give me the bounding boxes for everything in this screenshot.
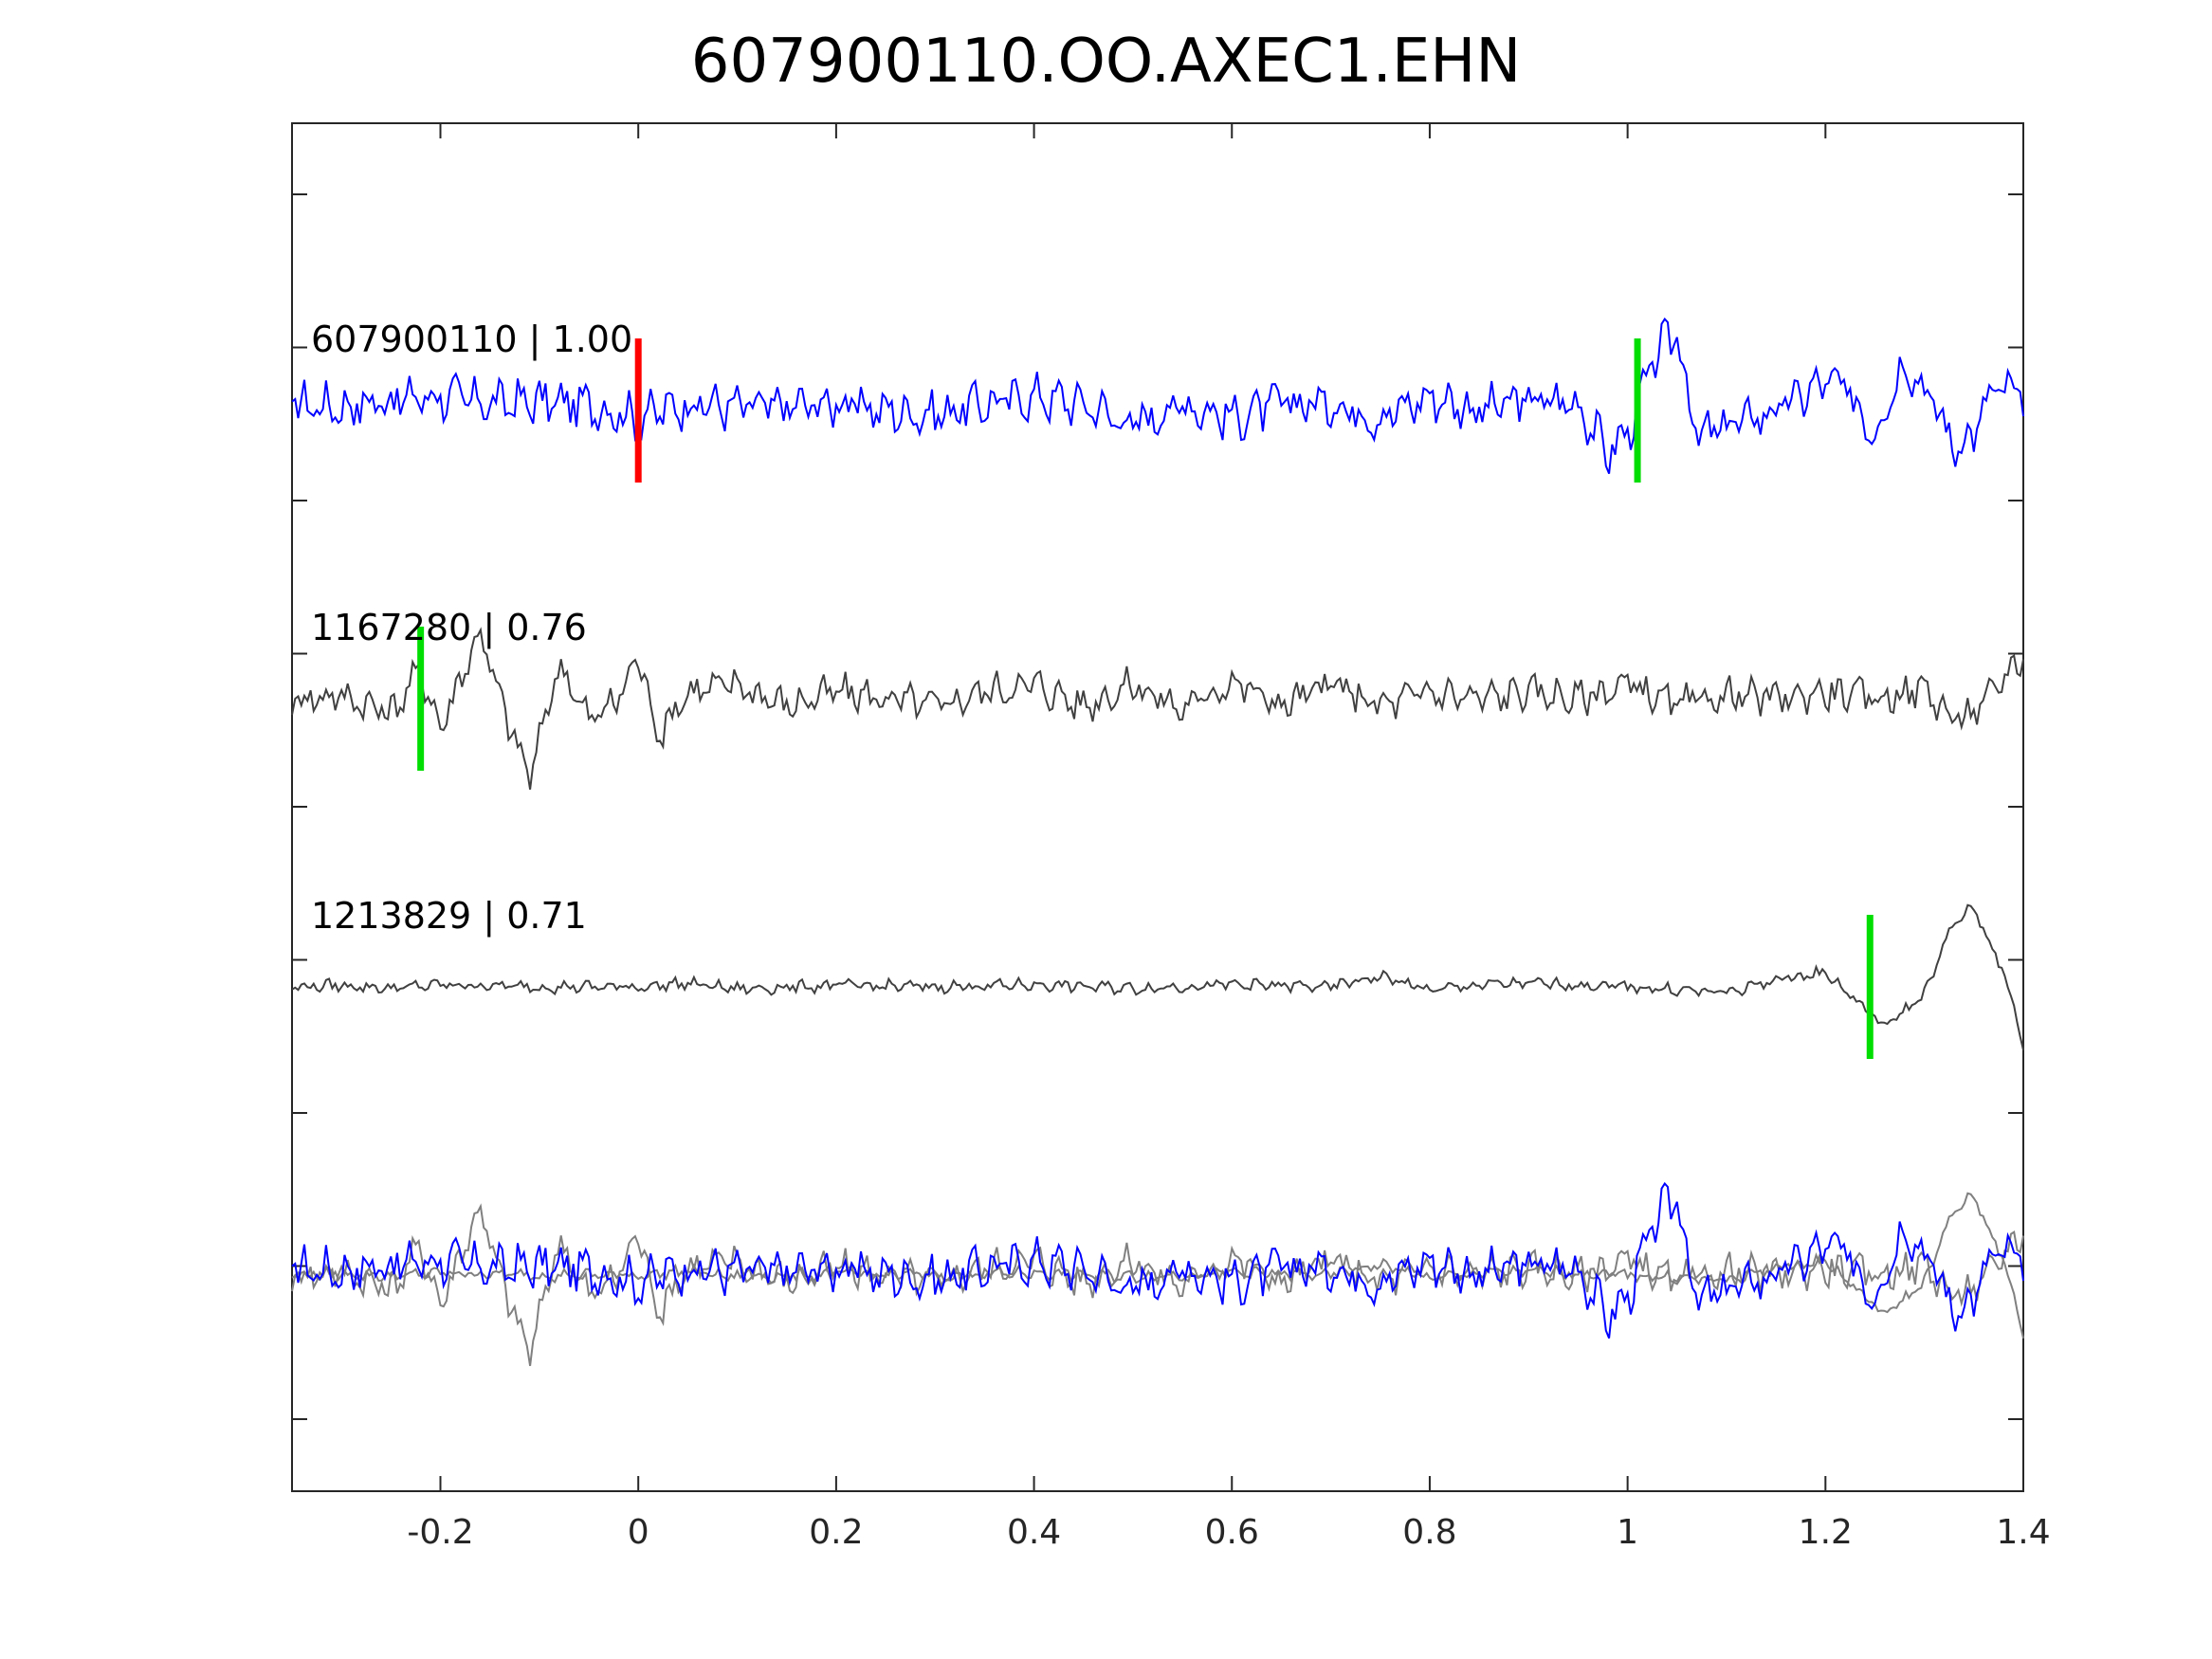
overlay-group xyxy=(291,1192,2024,1339)
trace-1-line xyxy=(291,317,2024,474)
x-tick-label: 1.2 xyxy=(1799,1513,1853,1552)
trace-3-line xyxy=(291,903,2024,1050)
trace-2-line xyxy=(291,627,2024,790)
x-tick-label: 1 xyxy=(1617,1513,1638,1552)
x-tick-label: 0.4 xyxy=(1007,1513,1061,1552)
x-tick-label: 0 xyxy=(628,1513,649,1552)
overlay-trace-2-line xyxy=(291,1203,2024,1366)
trace-1-label: 607900110 | 1.00 xyxy=(311,319,632,361)
x-tick-label: 0.6 xyxy=(1205,1513,1259,1552)
overlay-trace-1-line xyxy=(291,1181,2024,1339)
traces xyxy=(291,317,2024,1366)
overlay-trace-3-line xyxy=(291,1192,2024,1339)
x-tick-label: 1.4 xyxy=(1996,1513,2050,1552)
trace-3-label: 1213829 | 0.71 xyxy=(311,895,587,938)
x-tick-label: 0.8 xyxy=(1402,1513,1456,1552)
pick-markers xyxy=(417,338,1874,1059)
axis-ticks: -0.2 0 0.2 0.4 0.6 0.8 1 1.2 1.4 xyxy=(292,123,2051,1552)
chart-title: 607900110.OO.AXEC1.EHN xyxy=(690,27,1522,97)
x-tick-label: 0.2 xyxy=(809,1513,863,1552)
trace-labels: 607900110 | 1.00 1167280 | 0.76 1213829 | … xyxy=(311,319,632,938)
trace-2-label: 1167280 | 0.76 xyxy=(311,607,587,649)
overlay-group xyxy=(291,1181,2024,1339)
x-tick-label: -0.2 xyxy=(407,1513,473,1552)
overlay-group xyxy=(291,1203,2024,1366)
